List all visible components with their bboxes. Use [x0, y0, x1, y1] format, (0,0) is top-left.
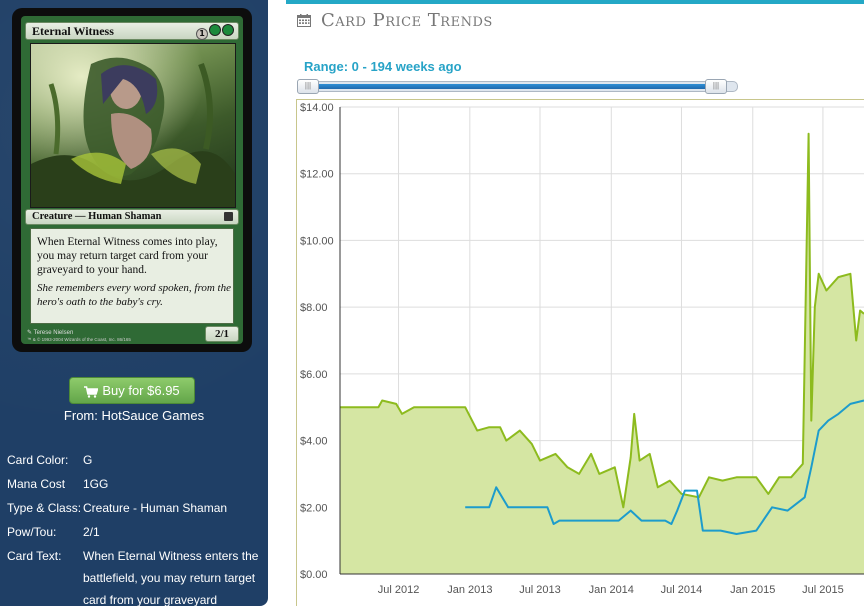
paintbrush-icon: ✎	[27, 330, 34, 336]
y-tick-label: $8.00	[300, 302, 328, 314]
card-copyright: ™ & © 1993-2004 Wizards of the Coast, In…	[27, 337, 131, 342]
attribute-label: Type & Class:	[7, 501, 82, 515]
card-artist: ✎ Terese Nielsen	[27, 329, 73, 336]
card-artwork	[30, 43, 236, 208]
price-chart: $0.00 $2.00 $4.00 $6.00 $8.00 $10.00 $12.00 $14…	[296, 99, 864, 606]
card-power-toughness: 2/1	[205, 326, 239, 342]
price-chart-svg: $0.00 $2.00 $4.00 $6.00 $8.00 $10.00 $12.00 $14…	[300, 102, 864, 596]
range-slider-end-handle[interactable]: |||	[705, 79, 727, 94]
x-tick-label: Jan 2014	[589, 584, 634, 596]
green-mana-icon	[222, 24, 234, 36]
attribute-label: Card Color:	[7, 453, 69, 467]
attribute-value: G	[83, 453, 93, 467]
seller-name: From: HotSauce Games	[63, 408, 205, 423]
buy-button-label: Buy for $6.95	[102, 383, 180, 398]
x-tick-label: Jul 2012	[378, 584, 420, 596]
series-line-foil	[465, 399, 864, 535]
y-tick-label: $2.00	[300, 502, 328, 514]
series-area	[340, 133, 864, 574]
range-slider-start-handle[interactable]: |||	[297, 79, 319, 94]
card-image[interactable]: Eternal Witness 1	[12, 8, 252, 352]
green-mana-icon	[209, 24, 221, 36]
y-tick-label: $12.00	[300, 169, 334, 181]
buy-button[interactable]: Buy for $6.95	[69, 377, 195, 404]
header-accent-rule	[286, 0, 864, 4]
attribute-value: 2/1	[83, 525, 100, 539]
calendar-icon	[297, 14, 311, 27]
attribute-label: Pow/Tou:	[7, 525, 57, 539]
attribute-value: When Eternal Witness enters the battlefi…	[83, 549, 259, 606]
range-label: Range: 0 - 194 weeks ago	[304, 59, 462, 74]
card-artist-name: Terese Nielsen	[33, 330, 74, 336]
range-slider[interactable]: ||| |||	[297, 79, 738, 94]
card-info-panel: Eternal Witness 1	[0, 0, 268, 606]
card-flavor-text: She remembers every word spoken, from th…	[37, 282, 231, 308]
generic-mana-1: 1	[196, 28, 208, 40]
set-symbol-icon	[224, 212, 233, 221]
series-line-paper	[340, 132, 864, 509]
card-text-box: When Eternal Witness comes into play, yo…	[30, 228, 234, 324]
x-tick-label: Jan 2015	[730, 584, 775, 596]
x-tick-label: Jan 2013	[447, 584, 492, 596]
x-tick-label: Jul 2013	[519, 584, 561, 596]
range-slider-fill	[301, 84, 714, 89]
attribute-label: Card Text:	[7, 549, 62, 563]
x-tick-label: Jul 2014	[661, 584, 703, 596]
attribute-value: 1GG	[83, 477, 109, 491]
y-tick-label: $0.00	[300, 569, 328, 581]
attribute-value: Creature - Human Shaman	[83, 501, 228, 515]
card-name: Eternal Witness	[32, 24, 114, 38]
y-tick-label: $4.00	[300, 436, 328, 448]
attribute-label: Mana Cost	[7, 477, 66, 491]
shopping-cart-icon	[84, 385, 99, 398]
card-title-bar: Eternal Witness 1	[25, 22, 239, 40]
y-tick-label: $6.00	[300, 369, 328, 381]
page-title: Card Price Trends	[321, 10, 493, 31]
y-tick-label: $14.00	[300, 102, 334, 114]
card-mana-cost: 1	[195, 24, 234, 40]
x-tick-label: Jul 2015	[802, 584, 844, 596]
card-rules-text: When Eternal Witness comes into play, yo…	[37, 236, 218, 276]
card-type-line: Creature — Human Shaman	[32, 211, 162, 222]
y-tick-label: $10.00	[300, 235, 334, 247]
card-type-bar: Creature — Human Shaman	[25, 209, 239, 225]
card-frame: Eternal Witness 1	[21, 16, 243, 344]
